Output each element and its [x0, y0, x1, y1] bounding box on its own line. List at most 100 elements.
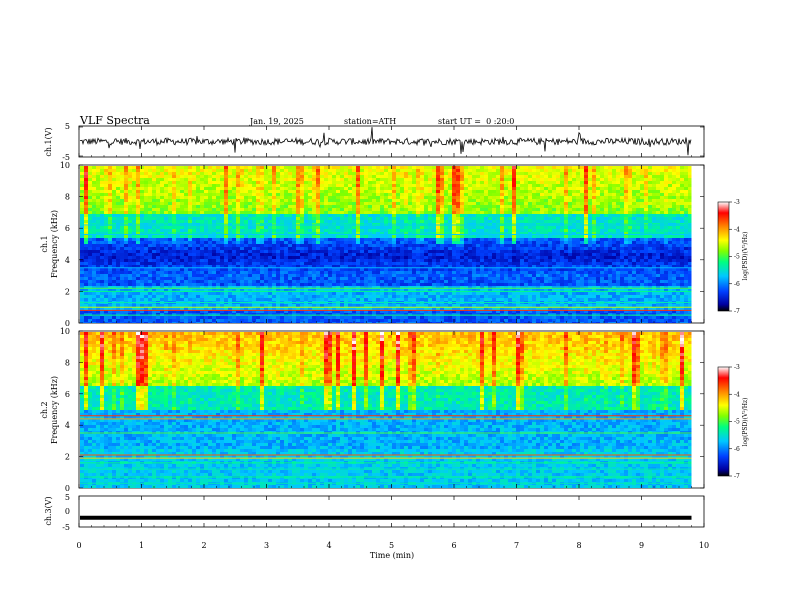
- spec-cell: [176, 253, 180, 256]
- spec-cell: [356, 265, 360, 268]
- spec-cell: [436, 286, 440, 289]
- spec-cell: [336, 310, 340, 313]
- spec-cell: [328, 265, 332, 268]
- spec-cell: [224, 313, 228, 316]
- spec-cell: [140, 274, 144, 277]
- spec-cell: [376, 196, 380, 199]
- spec-cell: [344, 259, 348, 262]
- spec-cell: [208, 196, 212, 199]
- spec-cell: [320, 292, 324, 295]
- spec-cell: [220, 226, 224, 229]
- spec-cell: [80, 187, 84, 190]
- spec-cell: [312, 184, 316, 187]
- spec-cell: [248, 307, 252, 310]
- spec-cell: [164, 175, 168, 178]
- spec-cell: [360, 295, 364, 298]
- spec-cell: [392, 169, 396, 172]
- spec-cell: [376, 193, 380, 196]
- spec-cell: [236, 208, 240, 211]
- spec-cell: [436, 208, 440, 211]
- spec-cell: [124, 238, 128, 241]
- spec-cell: [356, 247, 360, 250]
- spec-cell: [428, 232, 432, 235]
- spec-cell: [352, 178, 356, 181]
- spec-cell: [148, 196, 152, 199]
- spec-cell: [108, 295, 112, 298]
- spec-cell: [408, 268, 412, 271]
- spec-cell: [336, 184, 340, 187]
- spec-cell: [384, 235, 388, 238]
- spec-cell: [308, 232, 312, 235]
- spec-cell: [420, 286, 424, 289]
- spec-cell: [152, 247, 156, 250]
- spec-cell: [156, 196, 160, 199]
- spec-cell: [264, 253, 268, 256]
- spec-cell: [360, 196, 364, 199]
- spec-cell: [308, 211, 312, 214]
- spec-cell: [356, 175, 360, 178]
- spec-cell: [120, 247, 124, 250]
- spec-cell: [384, 241, 388, 244]
- spec-cell: [156, 307, 160, 310]
- spec-cell: [324, 256, 328, 259]
- spec-cell: [424, 181, 428, 184]
- spec-cell: [304, 196, 308, 199]
- spec-cell: [136, 307, 140, 310]
- spec-cell: [448, 196, 452, 199]
- spec-cell: [388, 208, 392, 211]
- spec-cell: [252, 259, 256, 262]
- spec-cell: [228, 310, 232, 313]
- spec-cell: [412, 274, 416, 277]
- spec-cell: [176, 166, 180, 169]
- spec-cell: [232, 178, 236, 181]
- spec-cell: [292, 181, 296, 184]
- spec-cell: [264, 298, 268, 301]
- spec-cell: [232, 223, 236, 226]
- spec-cell: [272, 319, 276, 322]
- spec-cell: [188, 169, 192, 172]
- spec-cell: [192, 316, 196, 319]
- spec-cell: [132, 262, 136, 265]
- spec-cell: [380, 217, 384, 220]
- spec-cell: [444, 178, 448, 181]
- spec-cell: [352, 283, 356, 286]
- spec-cell: [88, 286, 92, 289]
- spec-cell: [436, 175, 440, 178]
- spec-cell: [444, 217, 448, 220]
- spec-cell: [404, 295, 408, 298]
- spec-cell: [280, 259, 284, 262]
- spec-cell: [304, 229, 308, 232]
- spec-cell: [208, 208, 212, 211]
- spec-cell: [288, 280, 292, 283]
- spec-cell: [420, 283, 424, 286]
- spec-cell: [208, 271, 212, 274]
- spec-cell: [124, 286, 128, 289]
- spec-cell: [184, 214, 188, 217]
- spec-cell: [128, 262, 132, 265]
- spec-cell: [204, 247, 208, 250]
- spec-cell: [292, 268, 296, 271]
- spec-cell: [88, 193, 92, 196]
- spec-cell: [372, 265, 376, 268]
- spec-cell: [452, 232, 456, 235]
- spec-cell: [248, 220, 252, 223]
- spec-cell: [236, 268, 240, 271]
- spec-cell: [84, 184, 88, 187]
- spec-cell: [292, 304, 296, 307]
- spec-cell: [236, 184, 240, 187]
- spec-cell: [372, 229, 376, 232]
- spec-cell: [244, 178, 248, 181]
- spec-cell: [352, 172, 356, 175]
- spec-cell: [80, 235, 84, 238]
- spec-cell: [88, 202, 92, 205]
- spec-cell: [248, 256, 252, 259]
- spec-cell: [88, 283, 92, 286]
- spec-cell: [324, 280, 328, 283]
- spec-cell: [308, 178, 312, 181]
- spec-cell: [120, 307, 124, 310]
- spec-cell: [404, 175, 408, 178]
- spec-cell: [124, 280, 128, 283]
- spec-cell: [364, 181, 368, 184]
- spec-cell: [196, 229, 200, 232]
- spec-cell: [84, 313, 88, 316]
